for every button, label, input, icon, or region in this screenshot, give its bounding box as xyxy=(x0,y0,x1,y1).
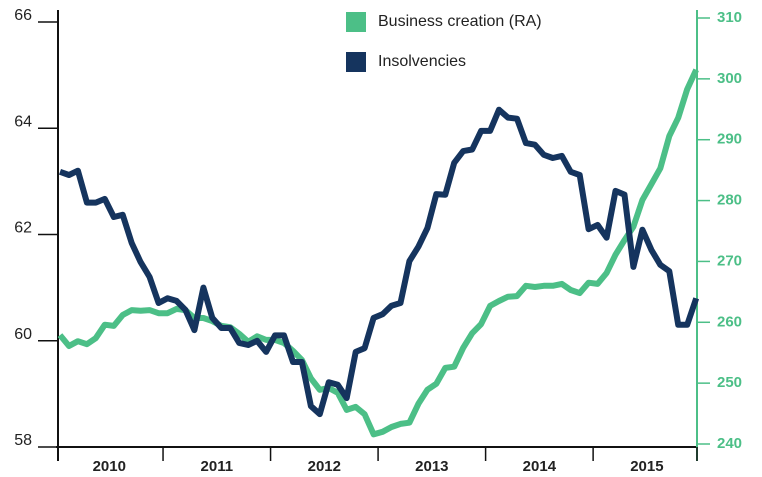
y-tick-label: 66 xyxy=(14,7,32,24)
legend-label: Insolvencies xyxy=(378,53,466,70)
y-tick-label: 62 xyxy=(14,220,32,237)
x-tick-label: 2013 xyxy=(415,458,448,475)
y2-tick-label: 270 xyxy=(717,252,742,269)
y2-tick-label: 300 xyxy=(717,70,742,87)
y2-tick-label: 260 xyxy=(717,313,742,330)
y-tick-label: 58 xyxy=(14,432,32,449)
y2-tick-label: 240 xyxy=(717,435,742,452)
series-line xyxy=(57,68,699,438)
y2-tick-label: 250 xyxy=(717,374,742,391)
legend-swatch xyxy=(346,12,366,32)
legend-label: Business creation (RA) xyxy=(378,13,542,30)
x-tick-label: 2012 xyxy=(308,458,341,475)
y2-tick-label: 280 xyxy=(717,192,742,209)
y2-tick-label: 290 xyxy=(717,131,742,148)
y2-tick-label: 310 xyxy=(717,9,742,26)
y-tick-label: 64 xyxy=(14,113,32,130)
x-tick-label: 2014 xyxy=(523,458,557,475)
y-tick-label: 60 xyxy=(14,326,32,343)
legend-swatch xyxy=(346,52,366,72)
series-line xyxy=(58,106,700,418)
x-tick-label: 2011 xyxy=(201,458,234,475)
x-tick-label: 2010 xyxy=(93,458,126,475)
x-tick-label: 2015 xyxy=(630,458,663,475)
